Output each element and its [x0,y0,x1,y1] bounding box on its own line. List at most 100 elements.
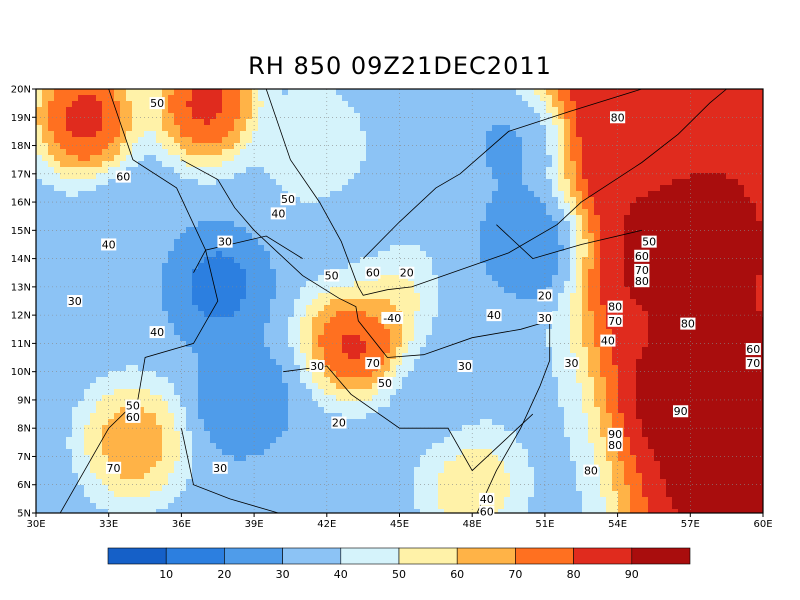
contour-label: 30 [218,236,232,249]
contour-label: 60 [126,411,140,424]
contour-label: 70 [635,264,649,277]
colorbar-label: 20 [217,568,231,581]
contour-label: 50 [126,400,140,413]
contour-label: 70 [107,462,121,475]
contour-label: 40 [150,326,164,339]
contour-label: 50 [378,377,392,390]
contour-label: 80 [608,301,622,314]
colorbar-swatch [107,547,167,565]
contour-label-bg [673,405,689,418]
contour-label: 60 [480,506,494,519]
contour-label-bg [457,360,473,373]
contour-label-bg [149,97,165,110]
contour-label: 80 [608,439,622,452]
y-tick-label: 19N [11,113,31,124]
rh-field [36,89,763,513]
contour-label: 60 [116,171,130,184]
contour-label: 50 [281,193,295,206]
contour-label: 70 [608,315,622,328]
contour-label-bg [309,360,325,373]
contour-label-bg [365,266,381,279]
contour-label-bg [563,357,580,370]
contour-label-bg [479,505,495,518]
contour-label: 30 [538,312,552,325]
y-tick-label: 8N [17,424,31,435]
y-tick-label: 7N [17,452,31,463]
contour-label-bg [149,326,165,339]
colorbar-swatch [165,547,225,565]
contour-label-bg [270,207,286,220]
y-tick-label: 15N [11,226,31,237]
x-tick-label: 54E [608,519,627,530]
colorbar-label: 60 [450,568,464,581]
x-tick-label: 33E [99,519,118,530]
colorbar-swatch [456,547,516,565]
contour-label: 80 [584,465,598,478]
map-title: RH 850 09Z21DEC2011 [248,52,552,80]
y-tick-label: 18N [11,141,31,152]
x-tick-label: 51E [535,519,554,530]
contour-label-bg [125,410,141,423]
contour-label: 70 [746,357,760,370]
contour-label-bg [600,334,616,347]
contour-label: 40 [271,207,285,220]
y-tick-label: 16N [11,198,31,209]
colorbar-label: 80 [567,568,581,581]
contour-label: 30 [213,462,227,475]
y-tick-label: 9N [17,395,31,406]
y-tick-label: 11N [11,339,31,350]
contour-label-bg [607,427,623,440]
contour-label-bg [745,357,761,370]
contour-label: 80 [681,318,695,331]
contour-label-bg [381,311,404,324]
contour-label: 40 [601,335,615,348]
contour-label-bg [217,235,233,248]
x-tick-label: 57E [681,519,700,530]
colorbar-swatch [224,547,283,565]
colorbar-swatch [398,547,458,565]
colorbar-label: 40 [334,568,348,581]
contour-label: 60 [635,250,649,263]
contour-label: 70 [366,357,380,370]
y-tick-label: 17N [11,169,31,180]
contour-label: 30 [565,357,579,370]
contour-label-bg [324,269,340,282]
contour-label-bg [486,309,502,322]
contour-label: 50 [642,236,656,249]
contour-label-bg [101,238,117,251]
contour-label-bg [212,461,228,474]
contour-label-bg [479,492,495,505]
contour-label-bg [105,461,122,474]
contour-label-bg [125,399,141,412]
contour-label-bg [680,317,696,330]
contour-label: 60 [746,343,760,356]
contour-label: 20 [332,417,346,430]
y-tick-label: 10N [11,367,31,378]
contour-label: 20 [400,267,414,280]
contour-label: 60 [366,267,380,280]
contour-label: 50 [150,97,164,110]
colorbar-label: 30 [276,568,290,581]
colorbar-swatch [515,547,574,565]
contour-label-bg [634,249,650,262]
colorbar-label: 70 [508,568,522,581]
x-axis-ticks: 30E 33E 36E 39E 42E 45E 48E 51E 54E 57E 60E [26,513,773,530]
contour-label: 80 [635,275,649,288]
contour-label-bg [641,235,657,248]
x-tick-label: 60E [753,519,772,530]
contour-label-bg [583,464,599,477]
y-tick-label: 20N [11,85,31,96]
contour-label-bg [280,193,296,206]
contour-label-bg [365,357,381,370]
colorbar-swatch [282,547,342,565]
colorbar-label: 90 [625,568,639,581]
contour-label: 30 [68,295,82,308]
y-tick-label: 6N [17,480,31,491]
contour-label: 90 [674,405,688,418]
contour-label: 40 [480,493,494,506]
colorbar-label: 10 [159,568,173,581]
contour-label-bg [67,295,83,307]
contour-label-bg [634,275,650,288]
contour-label: -40 [383,312,401,325]
